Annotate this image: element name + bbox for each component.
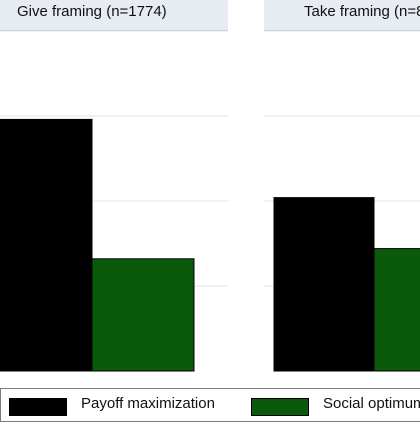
panel-take-framing: Take framing (n=8 xyxy=(264,0,420,378)
panel-header-give: Give framing (n=1774) xyxy=(0,0,228,31)
legend-swatch-payoff xyxy=(9,398,67,416)
legend-label-social: Social optimum xyxy=(323,395,420,412)
panel-give-framing: Give framing (n=1774) xyxy=(0,0,228,378)
panel-header-take: Take framing (n=8 xyxy=(264,0,420,31)
panel-title-give: Give framing (n=1774) xyxy=(17,3,167,20)
plot-area-give xyxy=(0,31,228,378)
bar-social-panel-0 xyxy=(91,258,195,372)
bar-payoff-panel-1 xyxy=(273,197,375,372)
bar-payoff-panel-0 xyxy=(0,118,93,372)
bar-chart-give xyxy=(0,31,228,372)
bar-chart-take xyxy=(264,31,420,372)
legend-label-payoff: Payoff maximization xyxy=(81,395,215,412)
legend-swatch-social xyxy=(251,398,309,416)
bar-social-panel-1 xyxy=(373,248,420,372)
panel-title-take: Take framing (n=8 xyxy=(304,3,420,20)
legend: Payoff maximization Social optimum xyxy=(0,388,420,422)
plot-area-take xyxy=(264,31,420,378)
